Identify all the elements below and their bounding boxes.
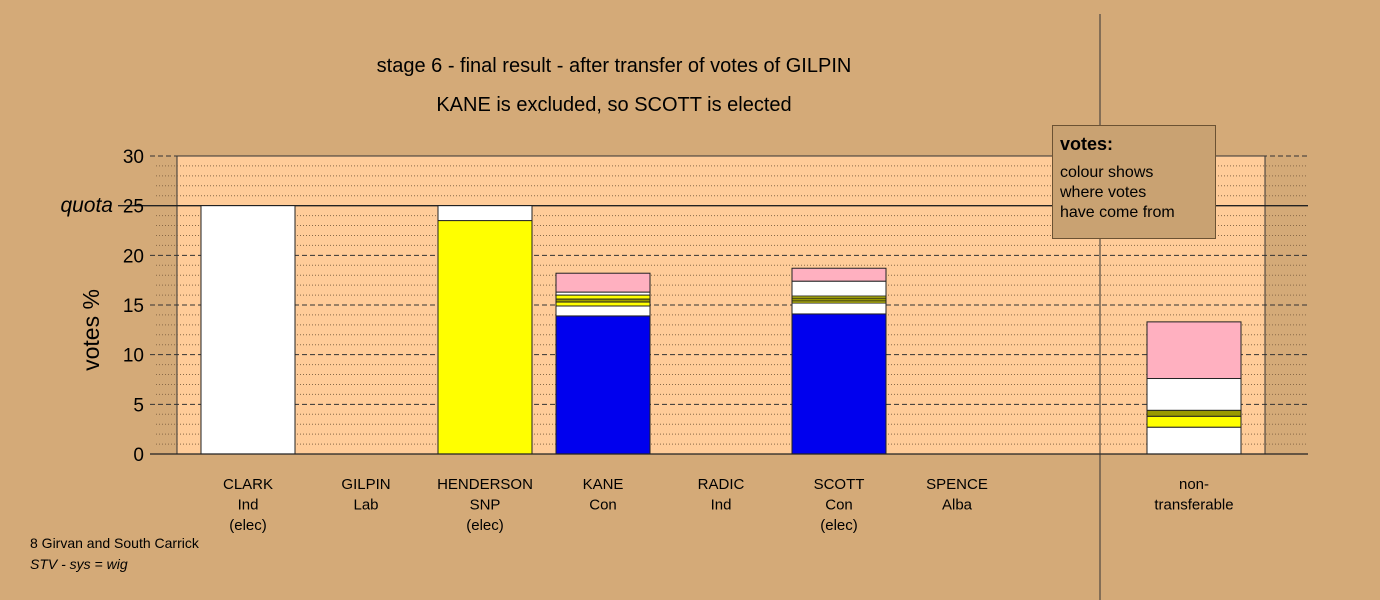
system-label: STV - sys = wig [30,556,128,572]
candidate-status: (elec) [466,517,504,534]
candidate-name: KANE [583,476,624,493]
y-axis-label: votes % [78,289,104,371]
y-tick-label: 10 [123,346,144,367]
bar-segment [555,272,651,293]
bar-segment [555,294,651,300]
candidate-status: (elec) [820,517,858,534]
bar-segment [555,301,651,307]
bar-segment [1146,409,1242,417]
bar-segment [200,205,296,455]
candidate-party: Lab [353,497,378,514]
bar-segment [1146,378,1242,411]
chart-title: stage 6 - final result - after transfer … [377,55,852,77]
bar-segment [1146,426,1242,455]
bar-segment [791,267,887,282]
candidate-party: Ind [711,497,732,514]
candidate-status: (elec) [229,517,267,534]
constituency-label: 8 Girvan and South Carrick [30,535,199,551]
bar-segment [1146,415,1242,428]
candidate-name: RADIC [698,476,745,493]
legend: votes: colour shows where votes have com… [1052,125,1216,239]
candidate-name: SPENCE [926,476,988,493]
bar-segment [791,280,887,297]
bar-segment [555,305,651,317]
legend-line: where votes [1060,184,1147,201]
candidate-name: GILPIN [341,476,390,493]
bar-segment [791,313,887,455]
bar-segment [791,302,887,315]
legend-line: colour shows [1060,164,1154,181]
y-tick-label: 5 [133,395,144,416]
bar-segment [1146,321,1242,380]
candidate-party: Ind [238,497,259,514]
y-tick-label: 15 [123,296,144,317]
y-tick-label: 0 [133,445,144,466]
chart-subtitle: KANE is excluded, so SCOTT is elected [436,94,791,116]
candidate-name: SCOTT [814,476,865,493]
legend-line: have come from [1060,204,1175,221]
candidate-name: HENDERSON [437,476,533,493]
candidate-party: transferable [1154,497,1233,514]
bar-segment [437,220,533,455]
candidate-party: SNP [470,497,501,514]
legend-title: votes: [1060,134,1114,154]
bar-segment [437,205,533,222]
y-tick-label: 30 [123,147,144,168]
candidate-party: Alba [942,497,973,514]
candidate-party: Con [825,497,853,514]
bar-segment [555,315,651,455]
y-tick-label: 20 [123,246,144,267]
candidate-name: CLARK [223,476,273,493]
candidate-party: Con [589,497,617,514]
quota-label: quota [60,194,113,217]
y-tick-label: 25 [123,197,144,218]
candidate-name: non- [1179,476,1209,493]
